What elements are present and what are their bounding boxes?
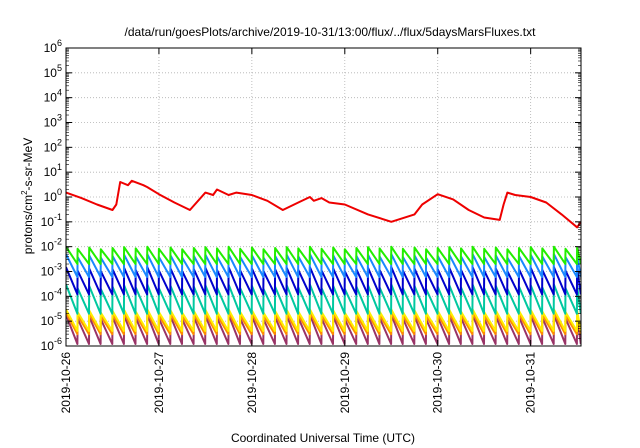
plot-frame <box>65 47 582 347</box>
series-line-0 <box>66 179 581 229</box>
series-line-7 <box>66 313 581 345</box>
chart-title: /data/run/goesPlots/archive/2019-10-31/1… <box>125 25 537 39</box>
y-tick-label: 106 <box>44 38 62 55</box>
y-tick-label: 10-3 <box>41 262 62 279</box>
y-tick-label: 10-2 <box>41 237 62 254</box>
x-tick-label: 2019-10-29 <box>338 352 352 414</box>
x-tick-label: 2019-10-30 <box>431 352 445 414</box>
y-tick-label: 102 <box>44 137 62 154</box>
series-line-2 <box>66 253 581 278</box>
grid-lines <box>66 48 581 346</box>
series-line-6 <box>66 311 581 336</box>
series-line-5 <box>66 308 581 332</box>
series-line-3 <box>66 266 581 296</box>
y-tick-label: 10-6 <box>41 336 62 353</box>
y-tick-label: 101 <box>44 162 62 179</box>
y-tick-label: 10-4 <box>41 286 62 303</box>
y-axis-ticks: 10-6 10-5 10-4 10-3 10-2 10-1 100 101 102 103 104 1… <box>41 38 581 353</box>
x-tick-label: 2019-10-31 <box>524 352 538 414</box>
x-axis-ticks: 2019-10-26 2019-10-27 2019-10-28 2019-10-29… <box>59 48 538 413</box>
series-line-4 <box>66 283 581 315</box>
y-tick-label: 105 <box>44 63 62 80</box>
x-tick-label: 2019-10-27 <box>152 352 166 414</box>
data-series <box>66 179 581 345</box>
y-tick-label: 104 <box>44 88 62 105</box>
x-tick-label: 2019-10-28 <box>245 352 259 414</box>
y-tick-label: 103 <box>44 113 62 130</box>
y-tick-label: 100 <box>44 187 62 204</box>
series-line-1 <box>66 245 581 265</box>
y-tick-label: 10-5 <box>41 311 62 328</box>
x-tick-label: 2019-10-26 <box>59 352 73 414</box>
x-axis-label: Coordinated Universal Time (UTC) <box>231 431 415 445</box>
y-tick-label: 10-1 <box>41 212 62 229</box>
y-axis-label: protons/cm2-s-sr-MeV <box>20 138 35 254</box>
